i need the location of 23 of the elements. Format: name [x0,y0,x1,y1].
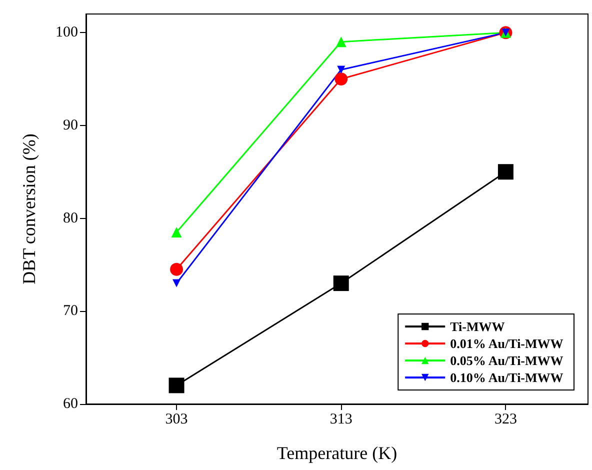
y-tick-label: 80 [63,210,78,226]
legend-label: 0.01% Au/Ti-MWW [450,336,564,351]
point [170,262,184,276]
y-tick-label: 60 [63,396,78,412]
point [336,36,346,48]
y-tick-label: 90 [63,117,78,134]
x-tick-label: 313 [330,412,352,428]
x-tick-label: 303 [165,412,188,428]
point [337,66,346,74]
point [498,164,514,180]
legend-label: 0.05% Au/Ti-MWW [450,353,564,368]
y-tick-label: 100 [56,24,78,41]
x-axis-title: Temperature (K) [276,443,398,463]
point [168,378,184,394]
legend-label: Ti-MWW [450,319,505,334]
legend-label: 0.10% Au/Ti-MWW [450,370,564,385]
point [334,72,348,86]
y-tick-label: 70 [63,303,78,320]
point [172,279,181,288]
point [333,276,349,292]
x-tick-label: 323 [494,412,517,428]
point [171,226,182,238]
y-axis-title: DBT conversion (%) [19,134,39,284]
